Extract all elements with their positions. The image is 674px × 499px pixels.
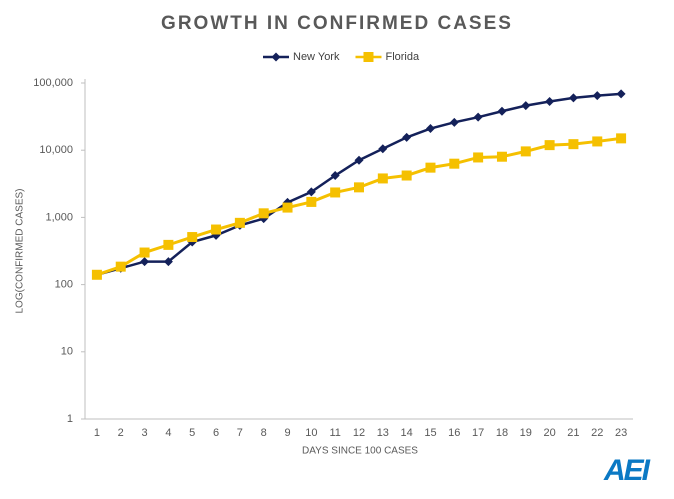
data-point (258, 208, 269, 219)
data-point (449, 158, 460, 169)
x-tick-label: 9 (284, 427, 290, 439)
x-tick-label: 10 (305, 427, 317, 439)
data-point (330, 171, 340, 181)
y-tick-label: 100 (55, 279, 73, 291)
x-tick-label: 14 (401, 427, 413, 439)
data-point (306, 196, 317, 207)
data-point (592, 136, 603, 147)
x-tick-label: 5 (189, 427, 195, 439)
x-tick-label: 19 (520, 427, 532, 439)
y-axis-title: LOG(CONFIRMED CASES) (15, 188, 26, 313)
x-tick-label: 16 (448, 427, 460, 439)
data-point (163, 239, 174, 250)
y-tick-label: 100,000 (33, 77, 73, 89)
x-tick-label: 23 (615, 427, 627, 439)
data-point (496, 151, 507, 162)
y-tick-label: 1 (67, 413, 73, 425)
data-point (282, 202, 293, 213)
data-point (115, 261, 126, 272)
data-point (139, 247, 150, 258)
chart-title: GROWTH IN CONFIRMED CASES (161, 13, 513, 34)
data-point (163, 257, 173, 267)
legend-label: New York (293, 51, 340, 63)
y-tick-label: 1,000 (45, 211, 73, 223)
data-point (616, 133, 627, 144)
data-point (616, 89, 626, 99)
x-tick-label: 18 (496, 427, 508, 439)
data-point (377, 173, 388, 184)
x-tick-label: 22 (591, 427, 603, 439)
data-point (211, 224, 222, 235)
x-tick-label: 7 (237, 427, 243, 439)
data-point (91, 269, 102, 280)
x-tick-label: 12 (353, 427, 365, 439)
y-tick-label: 10 (61, 346, 73, 358)
data-point (544, 140, 555, 151)
data-point (187, 232, 198, 243)
data-point (449, 117, 459, 127)
data-point (568, 139, 579, 150)
data-point (473, 152, 484, 163)
data-point (330, 187, 341, 198)
x-tick-label: 6 (213, 427, 219, 439)
x-tick-label: 1 (94, 427, 100, 439)
data-point (354, 155, 364, 165)
data-point (378, 144, 388, 154)
y-tick-label: 10,000 (39, 144, 73, 156)
data-point (592, 91, 602, 101)
x-tick-label: 17 (472, 427, 484, 439)
data-point (497, 106, 507, 116)
x-tick-label: 8 (261, 427, 267, 439)
legend-label: Florida (385, 51, 420, 63)
x-tick-label: 11 (329, 427, 340, 439)
data-point (401, 170, 412, 181)
data-point (521, 101, 531, 111)
x-tick-label: 2 (118, 427, 124, 439)
data-point (354, 182, 364, 193)
logo: AEI (603, 454, 651, 487)
x-tick-label: 13 (377, 427, 389, 439)
data-point (425, 162, 436, 173)
data-point (140, 257, 150, 267)
data-point (520, 146, 531, 157)
data-point (568, 93, 578, 103)
x-tick-label: 15 (424, 427, 436, 439)
legend-marker (363, 52, 374, 62)
x-tick-label: 4 (165, 427, 171, 439)
x-axis-title: DAYS SINCE 100 CASES (302, 446, 418, 457)
data-point (234, 217, 245, 228)
data-point (402, 132, 412, 142)
x-tick-label: 20 (543, 427, 555, 439)
x-tick-label: 3 (142, 427, 148, 439)
data-point (306, 187, 316, 197)
legend-marker (271, 52, 281, 62)
data-point (425, 124, 435, 134)
data-point (473, 112, 483, 122)
x-tick-label: 21 (567, 427, 579, 439)
data-point (545, 97, 555, 107)
